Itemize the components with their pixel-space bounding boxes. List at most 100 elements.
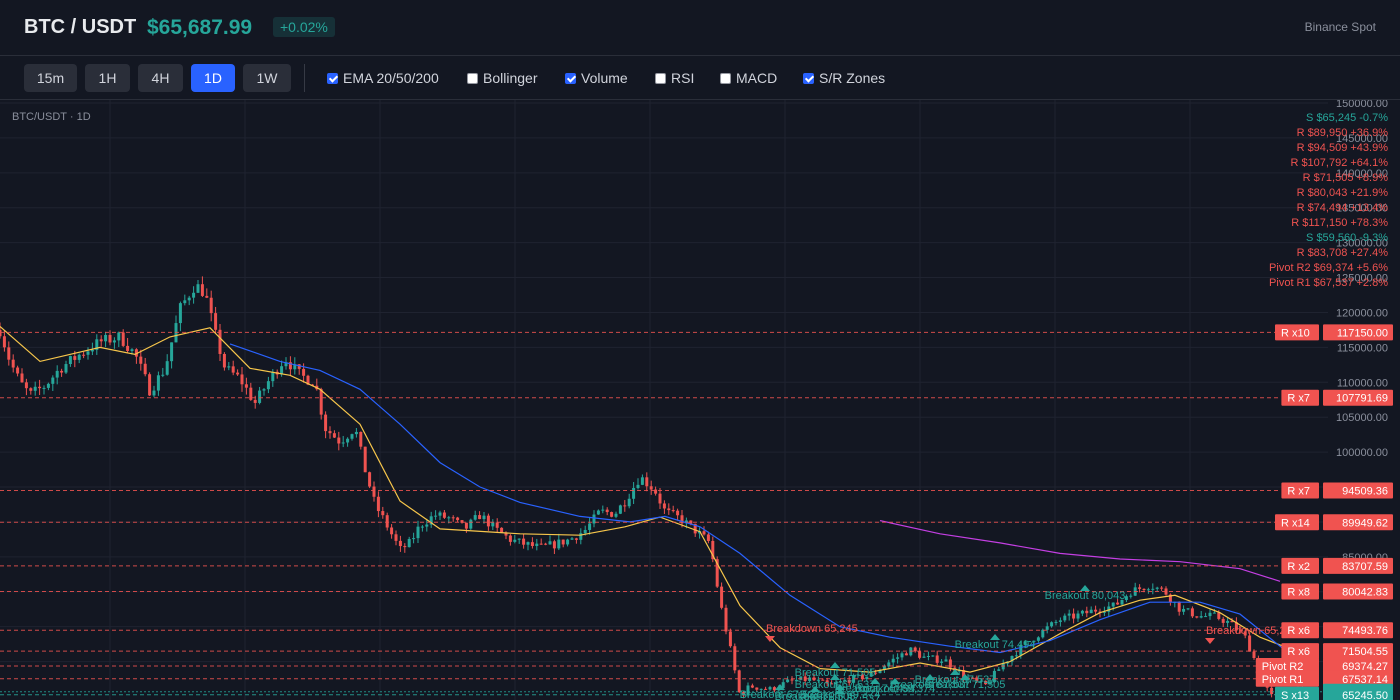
price-chart[interactable]: 150000.00 145000.00 140000.00 135000.00 1300… xyxy=(0,100,1400,700)
timeframe-15m-button[interactable]: 15m xyxy=(24,64,77,92)
rsi-checkbox[interactable] xyxy=(655,72,666,84)
candle-body xyxy=(579,533,583,540)
candle-body xyxy=(676,510,680,516)
candle-body xyxy=(473,515,477,520)
rsi-label: RSI xyxy=(671,70,695,86)
ema-checkbox[interactable] xyxy=(327,72,338,84)
ema50-line xyxy=(229,343,1306,666)
breakdown-label: Breakdown 65,245 xyxy=(766,623,858,635)
zone-list-item: R $74,494 +13.4% xyxy=(1297,202,1389,214)
candle-body xyxy=(1102,611,1106,613)
timeframe-1h-button[interactable]: 1H xyxy=(85,64,130,92)
candle-body xyxy=(183,300,187,304)
volume-label: Volume xyxy=(581,70,628,86)
data-source-label: Binance Spot xyxy=(1304,20,1376,34)
candle-body xyxy=(627,498,631,507)
toggle-rsi[interactable]: RSI xyxy=(655,70,694,86)
candle-body xyxy=(121,332,125,346)
candle-body xyxy=(948,659,952,668)
breakout-label: Breakout 67,537 xyxy=(795,679,876,691)
breakout-label: Breakout 71,505 xyxy=(925,679,1006,691)
candle-body xyxy=(165,361,169,375)
candle-body xyxy=(654,489,658,494)
macd-label: MACD xyxy=(736,70,778,86)
candle-body xyxy=(38,386,42,389)
y-tick-label: 120000.00 xyxy=(1336,307,1388,319)
pair-title: BTC / USDT xyxy=(24,16,137,38)
timeframe-1d-button[interactable]: 1D xyxy=(191,64,235,92)
price-tag: 71504.55 xyxy=(1342,646,1388,658)
candle-body xyxy=(1116,602,1120,605)
candle-body xyxy=(209,297,213,314)
candle-body xyxy=(442,512,446,518)
candle-body xyxy=(11,359,15,368)
price-tag-box xyxy=(1323,514,1393,531)
candle-body xyxy=(1186,608,1190,610)
resistance-tag-box xyxy=(1281,622,1319,639)
macd-checkbox[interactable] xyxy=(720,72,731,84)
breakout-label: Breakout 71,505 xyxy=(775,691,856,700)
toggle-ema[interactable]: EMA 20/50/200 xyxy=(327,70,439,86)
candle-body xyxy=(29,388,33,391)
candle-body xyxy=(583,529,587,534)
candle-body xyxy=(574,538,578,540)
y-tick-label: 125000.00 xyxy=(1336,273,1388,285)
candle-body xyxy=(852,674,856,683)
y-tick-label: 145000.00 xyxy=(1336,133,1388,145)
breakout-label: Breakout 67,537 xyxy=(890,679,971,691)
candle-body xyxy=(671,510,675,512)
breakout-label: Breakout 74,494 xyxy=(835,683,916,695)
candle-body xyxy=(772,687,776,691)
sr-zones-label: S/R Zones xyxy=(819,70,886,86)
candle-body xyxy=(720,586,724,608)
candle-body xyxy=(733,646,737,671)
y-tick-label: 115000.00 xyxy=(1337,342,1388,354)
candle-body xyxy=(1168,594,1172,603)
candle-body xyxy=(605,509,609,513)
candle-body xyxy=(504,532,508,536)
breakout-arrow xyxy=(870,678,880,684)
candle-body xyxy=(1080,610,1084,614)
toggle-macd[interactable]: MACD xyxy=(720,70,777,86)
candle-body xyxy=(1028,641,1032,643)
candle-body xyxy=(896,657,900,659)
bollinger-checkbox[interactable] xyxy=(467,72,478,84)
timeframe-1w-button[interactable]: 1W xyxy=(243,64,291,92)
candle-body xyxy=(1019,644,1023,656)
candle-body xyxy=(464,522,468,529)
support-tag-box xyxy=(1275,686,1319,700)
toggle-bollinger[interactable]: Bollinger xyxy=(467,70,537,86)
resistance-tag: R x6 xyxy=(1287,625,1310,637)
candle-body xyxy=(456,517,460,521)
volume-checkbox[interactable] xyxy=(565,72,576,84)
breakout-arrow xyxy=(1080,585,1090,591)
bollinger-label: Bollinger xyxy=(483,70,538,86)
candle-body xyxy=(156,375,160,391)
candle-body xyxy=(429,516,433,525)
candle-body xyxy=(614,513,618,517)
candle-body xyxy=(394,534,398,541)
candle-body xyxy=(1050,622,1054,627)
candle-body xyxy=(99,339,103,342)
timeframe-4h-button[interactable]: 4H xyxy=(138,64,183,92)
candle-body xyxy=(988,682,992,685)
candle-body xyxy=(588,523,592,530)
candle-body xyxy=(416,526,420,539)
candle-body xyxy=(24,382,28,389)
resistance-tag-box xyxy=(1275,514,1319,531)
y-tick-label: 110000.00 xyxy=(1337,377,1388,389)
candle-body xyxy=(689,520,693,524)
candle-body xyxy=(1036,637,1040,641)
price-tag-box xyxy=(1323,643,1393,660)
candle-body xyxy=(755,687,759,690)
toggle-sr-zones[interactable]: S/R Zones xyxy=(803,70,885,86)
candle-body xyxy=(1226,620,1230,623)
candle-body xyxy=(632,487,636,499)
candle-body xyxy=(1230,620,1234,623)
breakout-arrow xyxy=(830,674,840,680)
toggle-volume[interactable]: Volume xyxy=(565,70,628,86)
candle-body xyxy=(288,362,292,370)
breakout-label: Breakout 69,374 xyxy=(800,689,881,700)
candle-body xyxy=(970,677,974,679)
sr-zones-checkbox[interactable] xyxy=(803,72,814,84)
